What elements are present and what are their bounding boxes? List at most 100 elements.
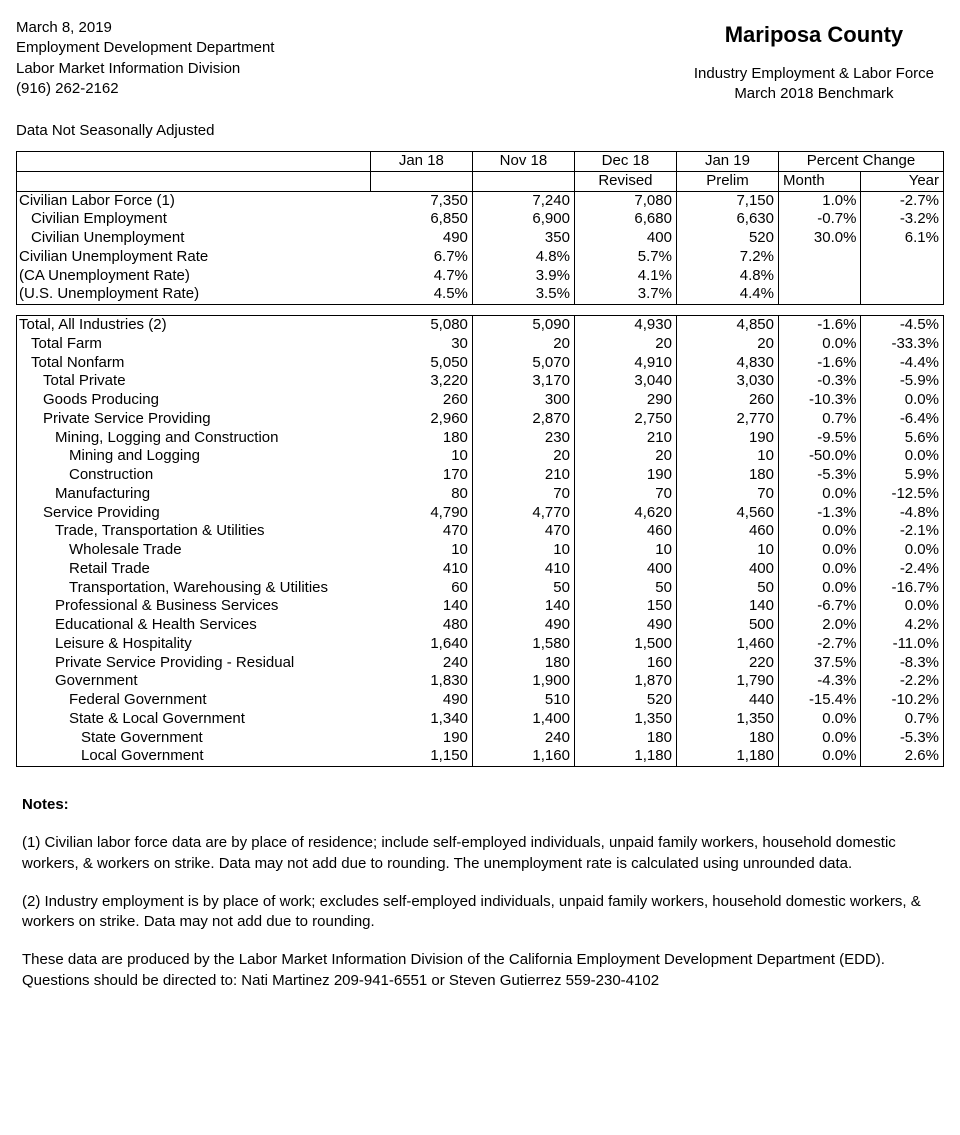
row-label: Trade, Transportation & Utilities <box>17 522 371 541</box>
cell-value: 10 <box>676 447 778 466</box>
cell-value: 4.1% <box>574 267 676 286</box>
cell-value: 20 <box>472 447 574 466</box>
cell-value: 1,790 <box>676 672 778 691</box>
cell-value: 190 <box>370 729 472 748</box>
row-label: Total Private <box>17 372 371 391</box>
row-label: Manufacturing <box>17 485 371 504</box>
cell-value: -5.3% <box>861 729 944 748</box>
cell-value: 5,080 <box>370 316 472 335</box>
table-row: Leisure & Hospitality1,6401,5801,5001,46… <box>17 635 944 654</box>
cell-value: 70 <box>676 485 778 504</box>
cell-value: -11.0% <box>861 635 944 654</box>
cell-value <box>861 248 944 267</box>
cell-value: -4.5% <box>861 316 944 335</box>
table-row: Civilian Labor Force (1)7,3507,2407,0807… <box>17 191 944 210</box>
row-label: Private Service Providing <box>17 410 371 429</box>
cell-value: 6,900 <box>472 210 574 229</box>
table-row: Total Nonfarm5,0505,0704,9104,830-1.6%-4… <box>17 354 944 373</box>
header-left: March 8, 2019 Employment Development Dep… <box>16 18 274 99</box>
cell-value: 3.7% <box>574 285 676 304</box>
row-label: Mining and Logging <box>17 447 371 466</box>
cell-value: 0.7% <box>778 410 860 429</box>
col-jan19-sub: Prelim <box>676 171 778 191</box>
table-row: Civilian Unemployment49035040052030.0%6.… <box>17 229 944 248</box>
row-label: State & Local Government <box>17 710 371 729</box>
row-label: Goods Producing <box>17 391 371 410</box>
cell-value: 80 <box>370 485 472 504</box>
cell-value: 10 <box>370 447 472 466</box>
table-row: Mining, Logging and Construction18023021… <box>17 429 944 448</box>
cell-value: 10 <box>370 541 472 560</box>
cell-value <box>778 285 860 304</box>
cell-value: 4.2% <box>861 616 944 635</box>
row-label: Leisure & Hospitality <box>17 635 371 654</box>
table-row: State Government1902401801800.0%-5.3% <box>17 729 944 748</box>
cell-value: 70 <box>574 485 676 504</box>
cell-value: 220 <box>676 654 778 673</box>
cell-value: 400 <box>676 560 778 579</box>
cell-value: -0.7% <box>778 210 860 229</box>
cell-value: 3.9% <box>472 267 574 286</box>
table-header-row-2: Revised Prelim Month Year <box>17 171 944 191</box>
table-row: Total Farm302020200.0%-33.3% <box>17 335 944 354</box>
cell-value: -5.3% <box>778 466 860 485</box>
cell-value: 0.0% <box>778 710 860 729</box>
table-row: Private Service Providing - Residual2401… <box>17 654 944 673</box>
cell-value: 190 <box>574 466 676 485</box>
cell-value: 4.7% <box>370 267 472 286</box>
cell-value: -12.5% <box>861 485 944 504</box>
row-label: Educational & Health Services <box>17 616 371 635</box>
cell-value: 3,040 <box>574 372 676 391</box>
cell-value: 470 <box>370 522 472 541</box>
header-right: Mariposa County Industry Employment & La… <box>694 20 934 104</box>
table-row: (CA Unemployment Rate)4.7%3.9%4.1%4.8% <box>17 267 944 286</box>
note-2: (2) Industry employment is by place of w… <box>22 892 944 933</box>
county-name: Mariposa County <box>694 20 934 50</box>
cell-value: -5.9% <box>861 372 944 391</box>
row-label: Wholesale Trade <box>17 541 371 560</box>
cell-value: 410 <box>370 560 472 579</box>
table-row: Trade, Transportation & Utilities4704704… <box>17 522 944 541</box>
cell-value: 6,630 <box>676 210 778 229</box>
cell-value: 260 <box>676 391 778 410</box>
cell-value: 160 <box>574 654 676 673</box>
cell-value: 0.0% <box>778 747 860 766</box>
cell-value: 0.0% <box>778 522 860 541</box>
cell-value: 190 <box>676 429 778 448</box>
cell-value: 180 <box>676 729 778 748</box>
table-row: Civilian Employment6,8506,9006,6806,630-… <box>17 210 944 229</box>
cell-value: -8.3% <box>861 654 944 673</box>
cell-value: 0.7% <box>861 710 944 729</box>
row-label: Service Providing <box>17 504 371 523</box>
cell-value: 460 <box>676 522 778 541</box>
cell-value: 2,750 <box>574 410 676 429</box>
cell-value: 1,180 <box>676 747 778 766</box>
cell-value: 2.6% <box>861 747 944 766</box>
cell-value: 2,960 <box>370 410 472 429</box>
cell-value: 520 <box>676 229 778 248</box>
cell-value: 60 <box>370 579 472 598</box>
cell-value: 0.0% <box>778 335 860 354</box>
cell-value: 490 <box>370 691 472 710</box>
table-header-row-1: Jan 18 Nov 18 Dec 18 Jan 19 Percent Chan… <box>17 152 944 172</box>
cell-value <box>861 267 944 286</box>
cell-value <box>861 285 944 304</box>
cell-value: 2,770 <box>676 410 778 429</box>
report-header: March 8, 2019 Employment Development Dep… <box>16 18 944 139</box>
cell-value: 470 <box>472 522 574 541</box>
cell-value: -6.7% <box>778 597 860 616</box>
cell-value: 300 <box>472 391 574 410</box>
cell-value: 4,620 <box>574 504 676 523</box>
row-label: State Government <box>17 729 371 748</box>
cell-value: 50 <box>676 579 778 598</box>
cell-value: -16.7% <box>861 579 944 598</box>
cell-value: -4.8% <box>861 504 944 523</box>
cell-value: 1.0% <box>778 191 860 210</box>
cell-value: 4,910 <box>574 354 676 373</box>
dept-name: Employment Development Department <box>16 38 274 58</box>
cell-value: 3.5% <box>472 285 574 304</box>
cell-value: -4.3% <box>778 672 860 691</box>
cell-value: 4,560 <box>676 504 778 523</box>
table-row: Government1,8301,9001,8701,790-4.3%-2.2% <box>17 672 944 691</box>
cell-value: 4.5% <box>370 285 472 304</box>
